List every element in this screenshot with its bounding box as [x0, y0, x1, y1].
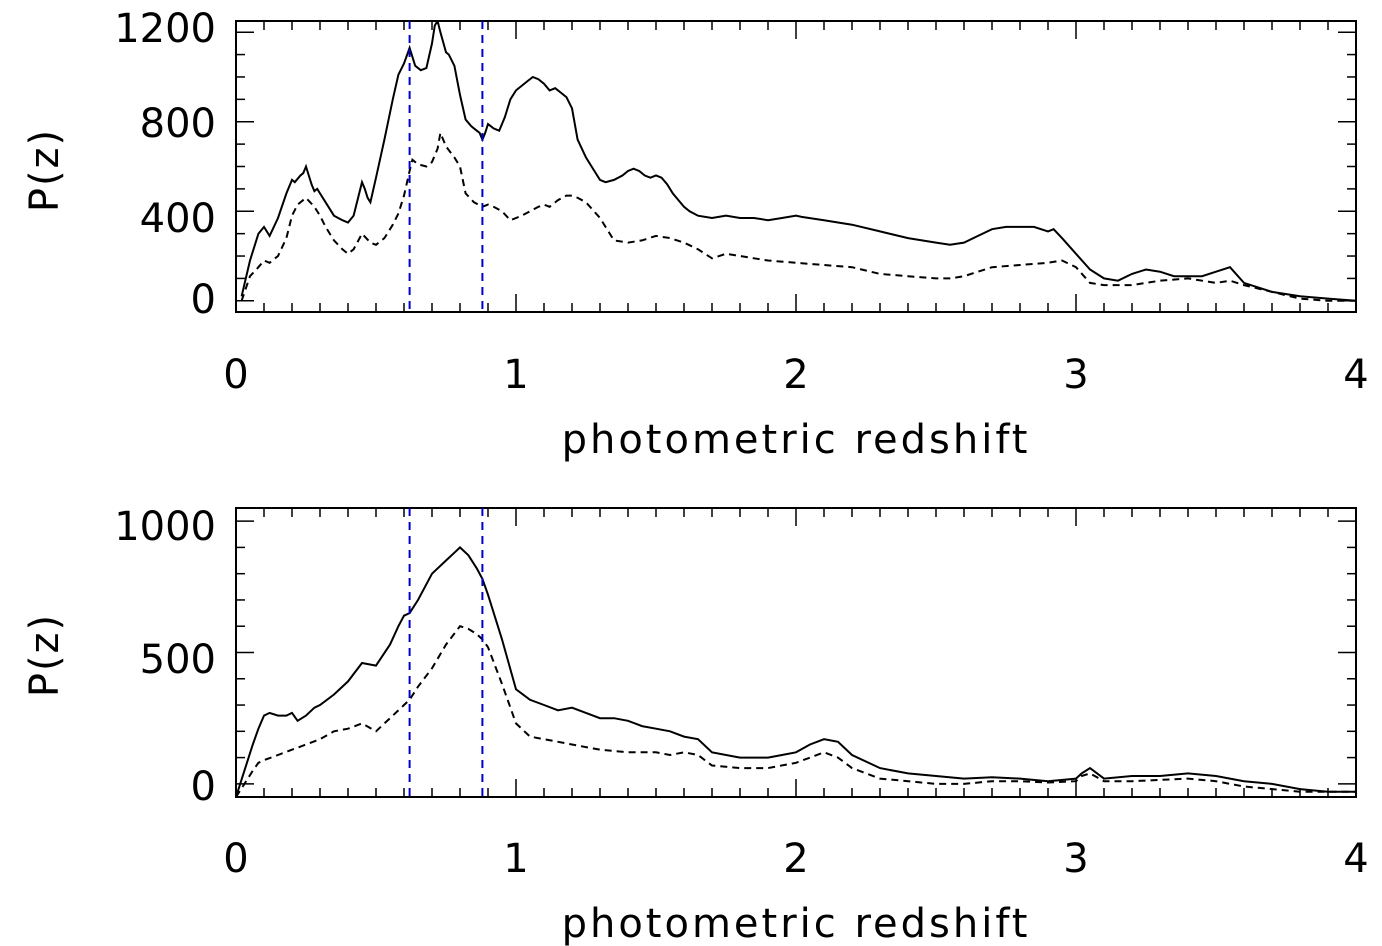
x-tick-label: 2 — [783, 836, 808, 882]
y-tick-label: 500 — [140, 637, 216, 683]
y-tick-label: 400 — [140, 196, 216, 242]
x-tick-label: 2 — [783, 352, 808, 398]
x-axis-title: photometric redshift — [562, 417, 1031, 463]
x-tick-label: 1 — [503, 836, 528, 882]
panel-1: 0 1 2 3 4 0 400 800 1200 photometric redshift P(z) — [22, 6, 1369, 463]
x-tick-label: 3 — [1063, 836, 1088, 882]
y-axis-title: P(z) — [22, 128, 68, 212]
series-line-solid — [236, 546, 1356, 797]
panel-2: 0 1 2 3 4 0 500 1000 photometric redshift P(z) — [22, 504, 1369, 946]
plot-frame — [235, 507, 1357, 798]
y-tick-label: 0 — [191, 764, 216, 810]
x-tick-label: 3 — [1063, 352, 1088, 398]
y-tick-label: 0 — [191, 277, 216, 323]
x-axis-title: photometric redshift — [562, 901, 1031, 946]
x-tick-label: 4 — [1343, 836, 1368, 882]
series-line-solid — [240, 21, 1356, 302]
y-tick-label: 800 — [140, 101, 216, 147]
x-tick-label: 0 — [223, 836, 248, 882]
x-tick-label: 1 — [503, 352, 528, 398]
x-tick-label: 0 — [223, 352, 248, 398]
y-axis-title: P(z) — [22, 613, 68, 697]
y-tick-label: 1000 — [114, 504, 216, 550]
x-tick-label: 4 — [1343, 352, 1368, 398]
y-tick-label: 1200 — [114, 6, 216, 52]
series-line-dashed — [236, 625, 1356, 797]
